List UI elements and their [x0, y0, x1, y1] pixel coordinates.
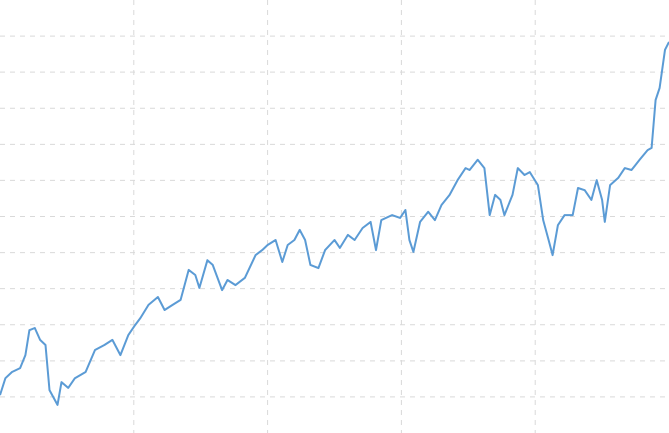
- data-line: [0, 41, 669, 406]
